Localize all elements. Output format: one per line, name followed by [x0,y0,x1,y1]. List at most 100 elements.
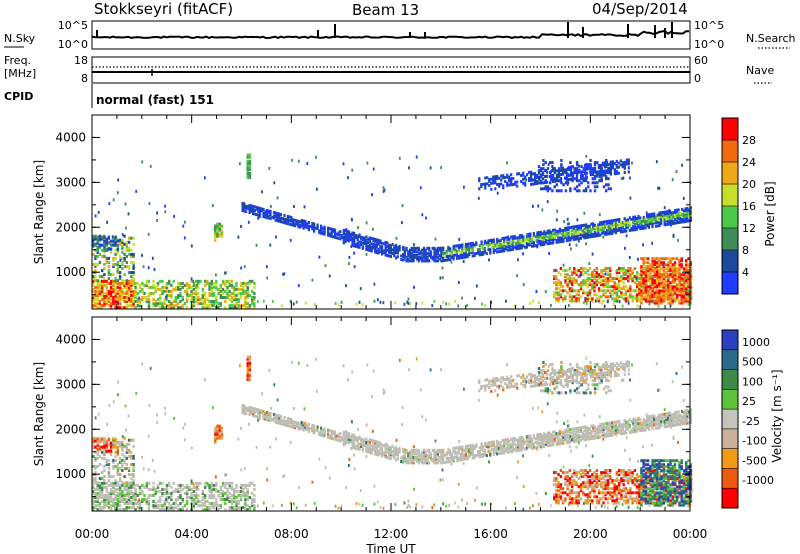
velocity-cell [163,508,166,512]
power-cell [529,237,532,241]
velocity-cell [624,499,628,503]
velocity-cell [584,485,587,489]
power-cell [658,273,661,277]
power-cell [439,276,442,280]
power-cell [456,253,459,257]
power-cell [607,183,610,187]
power-cell [485,243,488,247]
power-cell [405,248,408,252]
velocity-cell [197,500,200,503]
power-cell [109,306,113,310]
power-cell [125,283,128,287]
power-cell [662,289,665,293]
velocity-cell [218,424,221,428]
power-cell [545,238,548,242]
power-cell [649,297,652,301]
velocity-cell [248,367,252,371]
power-cell [669,285,672,289]
velocity-cell [629,491,632,495]
power-cell [639,225,642,229]
power-cell [595,234,598,238]
velocity-cell [174,502,178,505]
velocity-cell [107,496,111,499]
power-cell [123,242,126,246]
power-cell [340,236,344,239]
power-cell [591,177,594,181]
power-cell [653,285,656,289]
power-cell [627,269,630,273]
power-cell [442,259,445,263]
velocity-cell [118,498,122,501]
power-cell [660,285,663,289]
power-cell [680,301,683,305]
power-cell [240,266,243,270]
power-cell [593,269,596,273]
power-cell [118,296,122,299]
power-cell [620,228,623,232]
velocity-cell [134,502,137,505]
power-cell [252,206,255,210]
power-cell [599,233,602,237]
power-cell [471,249,474,252]
power-cell [568,289,572,293]
velocity-cell [94,481,97,485]
velocity-cell [248,365,252,369]
power-cell [101,269,104,273]
power-cell [538,171,541,175]
power-cell [127,300,131,303]
power-cell [583,170,587,173]
velocity-cell [602,477,605,481]
power-cell [586,279,589,283]
power-cell [112,289,115,293]
power-cell [590,235,593,239]
power-cell [599,226,602,230]
power-cell [92,275,95,279]
power-cell [588,289,592,293]
velocity-cell [600,485,603,489]
power-cell [415,255,419,259]
velocity-cell [172,481,175,485]
power-cell [583,236,586,240]
power-cell [658,259,661,263]
power-cell [618,287,621,291]
power-cell [535,290,538,293]
power-cell [520,235,523,239]
power-cell [501,246,504,249]
power-cell [403,302,406,306]
power-cell [215,296,218,299]
velocity-cell [210,487,213,491]
power-cell [548,241,551,245]
velocity-cell [203,481,207,485]
power-cell [629,275,632,279]
power-cell [388,243,391,247]
power-cell [342,232,345,236]
velocity-cell [170,496,173,499]
power-cell [642,221,645,225]
power-cell [549,181,552,185]
power-cell [185,292,189,295]
velocity-cell [629,489,632,493]
power-cell [132,254,135,258]
power-cell [530,176,533,180]
power-cell [154,304,157,308]
velocity-cell [130,454,133,458]
power-cell [253,302,256,306]
power-cell [570,299,574,303]
power-cell [360,237,363,241]
power-cell [676,285,679,289]
velocity-cell [629,479,632,483]
power-cell [410,257,413,261]
velocity-cell [224,483,227,487]
power-cell [559,168,563,172]
power-cell [588,297,592,301]
power-cell [585,171,588,175]
velocity-cell [114,458,117,462]
power-cell [640,301,643,305]
velocity-cell [145,498,148,501]
velocity-cell [208,483,211,487]
power-cell [572,232,576,236]
power-cell [567,235,570,239]
velocity-cell [130,500,133,503]
velocity-cell [233,494,236,497]
power-cell [121,240,124,244]
